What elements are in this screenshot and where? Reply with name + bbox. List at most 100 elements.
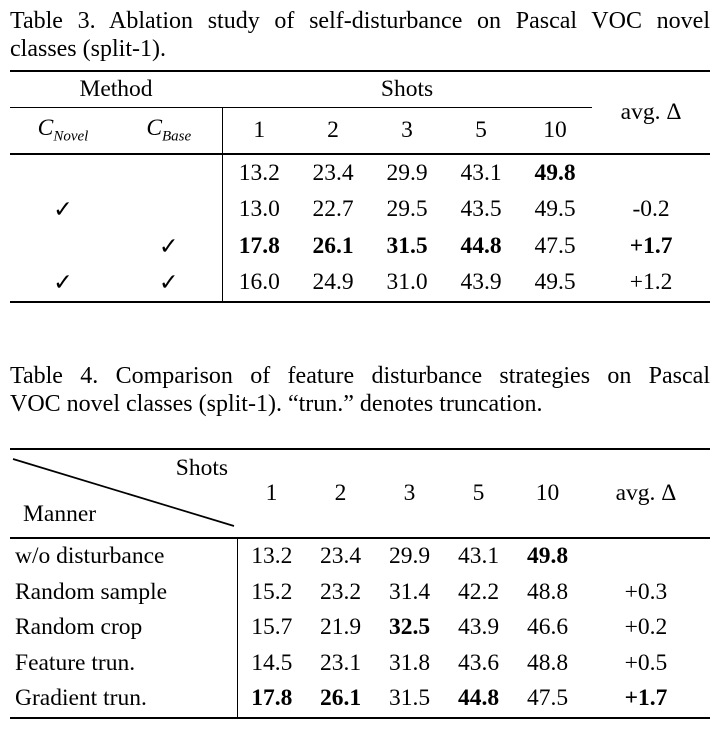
shot-col-header-2: 2 bbox=[306, 449, 375, 539]
diagonal-split: Shots Manner bbox=[10, 450, 237, 536]
shot-value: 15.2 bbox=[236, 574, 306, 610]
checkmark-icon: ✓ bbox=[158, 233, 179, 260]
avg-value: +1.7 bbox=[624, 685, 668, 712]
checkmark-icon: ✓ bbox=[53, 270, 73, 297]
table3-caption-line1: Table 3. Ablation study of self-disturba… bbox=[10, 8, 710, 34]
shot-value: 49.8 bbox=[534, 159, 576, 186]
avg-value: +0.2 bbox=[624, 614, 668, 641]
shot-value: 13.0 bbox=[221, 191, 297, 228]
shot-value: 46.6 bbox=[526, 614, 569, 641]
shot-value: 23.4 bbox=[312, 159, 354, 186]
manner-header: Manner bbox=[23, 501, 97, 527]
shot-value: 31.8 bbox=[388, 649, 431, 676]
c-novel-subscript: Novel bbox=[53, 128, 89, 145]
shot-col-header-5: 5 bbox=[444, 449, 513, 539]
table3-header-row-1: Method Shots avg. Δ bbox=[10, 71, 711, 155]
shot-value: 23.2 bbox=[319, 578, 362, 605]
shot-col-header-1: 1 bbox=[221, 107, 297, 155]
shot-col-header-1: 1 bbox=[237, 449, 306, 539]
table-row: w/o disturbance 13.2 23.4 29.9 43.1 49.8 bbox=[10, 538, 710, 575]
table-3: Method Shots avg. Δ CNovel CBase 1 2 3 5… bbox=[10, 70, 711, 303]
manner-label: Feature trun. bbox=[15, 649, 136, 676]
table-row: Random crop 15.7 21.9 32.5 43.9 46.6 +0.2 bbox=[10, 610, 710, 646]
avg-delta-header: avg. Δ bbox=[582, 449, 710, 539]
shot-value: 26.1 bbox=[312, 232, 354, 259]
table3-header-row-2: CNovel CBase 1 2 3 5 10 bbox=[10, 107, 710, 155]
shot-value: 31.5 bbox=[386, 232, 428, 259]
shot-value: 31.5 bbox=[388, 685, 431, 712]
shot-value: 48.8 bbox=[526, 578, 569, 605]
shot-value: 31.0 bbox=[386, 269, 428, 296]
shot-value: 44.8 bbox=[460, 232, 502, 259]
avg-value: +1.2 bbox=[629, 269, 673, 296]
shot-value: 29.5 bbox=[386, 196, 428, 223]
checkmark-icon: ✓ bbox=[53, 197, 73, 224]
c-base-subscript: Base bbox=[162, 128, 192, 145]
shot-col-header-3: 3 bbox=[375, 449, 444, 539]
shots-header: Shots bbox=[175, 455, 228, 481]
shot-value: 44.8 bbox=[457, 685, 500, 712]
table-row: ✓ ✓ 16.0 24.9 31.0 43.9 49.5 +1.2 bbox=[10, 264, 710, 302]
shot-value: 47.5 bbox=[534, 232, 576, 259]
c-base-symbol: C bbox=[146, 115, 163, 142]
shot-value: 43.9 bbox=[460, 269, 502, 296]
avg-value: +0.3 bbox=[624, 578, 668, 605]
c-novel-check bbox=[10, 154, 116, 192]
shot-value: 29.9 bbox=[386, 159, 428, 186]
c-base-check bbox=[116, 154, 222, 192]
manner-label: w/o disturbance bbox=[15, 543, 165, 570]
shot-col-header-2: 2 bbox=[296, 107, 371, 155]
shot-value: 32.5 bbox=[388, 614, 431, 641]
manner-label: Gradient trun. bbox=[15, 685, 147, 712]
shot-value: 29.9 bbox=[388, 543, 431, 570]
c-base-check bbox=[116, 192, 222, 229]
c-novel-check bbox=[10, 228, 116, 265]
table3-caption: Table 3. Ablation study of self-disturba… bbox=[10, 8, 710, 63]
c-novel-column-header: CNovel bbox=[10, 107, 116, 155]
shot-value: 23.1 bbox=[319, 649, 362, 676]
diagonal-header-cell: Shots Manner bbox=[10, 449, 237, 539]
shot-value: 49.8 bbox=[526, 543, 569, 570]
shot-value: 49.5 bbox=[534, 196, 576, 223]
diagonal-line bbox=[12, 458, 235, 527]
shot-value: 13.2 bbox=[221, 154, 297, 192]
shot-value: 42.2 bbox=[457, 578, 500, 605]
table-row: Random sample 15.2 23.2 31.4 42.2 48.8 +0.3 bbox=[10, 574, 710, 610]
table-row: ✓ 17.8 26.1 31.5 44.8 47.5 +1.7 bbox=[10, 228, 710, 265]
shot-value: 24.9 bbox=[312, 269, 354, 296]
c-novel-symbol: C bbox=[37, 115, 54, 142]
table4-header-row: Shots Manner 1 2 3 5 10 avg. Δ bbox=[10, 449, 710, 539]
shot-value: 13.2 bbox=[236, 538, 306, 575]
shot-value: 22.7 bbox=[312, 196, 354, 223]
shot-value: 43.9 bbox=[457, 614, 500, 641]
c-base-column-header: CBase bbox=[116, 107, 223, 155]
shot-value: 48.8 bbox=[526, 649, 569, 676]
avg-value bbox=[592, 154, 710, 192]
table-row: 13.2 23.4 29.9 43.1 49.8 bbox=[10, 154, 710, 192]
avg-value bbox=[582, 538, 710, 575]
shot-value: 23.4 bbox=[319, 543, 362, 570]
avg-value: +0.5 bbox=[624, 649, 668, 676]
paper-page: Table 3. Ablation study of self-disturba… bbox=[10, 8, 711, 719]
avg-value: +1.7 bbox=[629, 232, 673, 259]
shot-col-header-3: 3 bbox=[370, 107, 445, 155]
table4-caption-line1: Table 4. Comparison of feature disturban… bbox=[10, 363, 710, 389]
manner-label: Random crop bbox=[15, 614, 143, 641]
shot-col-header-10: 10 bbox=[513, 449, 582, 539]
table-row: ✓ 13.0 22.7 29.5 43.5 49.5 -0.2 bbox=[10, 191, 710, 229]
avg-delta-header: avg. Δ bbox=[592, 71, 711, 155]
method-header: Method bbox=[10, 71, 223, 108]
table-row: Gradient trun. 17.8 26.1 31.5 44.8 47.5 +1.7 bbox=[10, 681, 710, 718]
shot-col-header-5: 5 bbox=[444, 107, 519, 155]
table-4: Shots Manner 1 2 3 5 10 avg. Δ w/o distu… bbox=[10, 448, 710, 719]
shot-value: 17.8 bbox=[221, 228, 297, 265]
shot-value: 16.0 bbox=[221, 264, 297, 302]
shot-value: 17.8 bbox=[236, 681, 306, 718]
table4-caption-line2: VOC novel classes (split-1). “trun.” den… bbox=[10, 390, 543, 417]
table4-caption: Table 4. Comparison of feature disturban… bbox=[10, 363, 710, 418]
shots-header: Shots bbox=[222, 71, 593, 108]
shot-value: 43.1 bbox=[457, 543, 500, 570]
checkmark-icon: ✓ bbox=[158, 270, 179, 297]
table3-caption-line2: classes (split-1). bbox=[10, 35, 166, 62]
table-row: Feature trun. 14.5 23.1 31.8 43.6 48.8 +0.5 bbox=[10, 645, 710, 681]
